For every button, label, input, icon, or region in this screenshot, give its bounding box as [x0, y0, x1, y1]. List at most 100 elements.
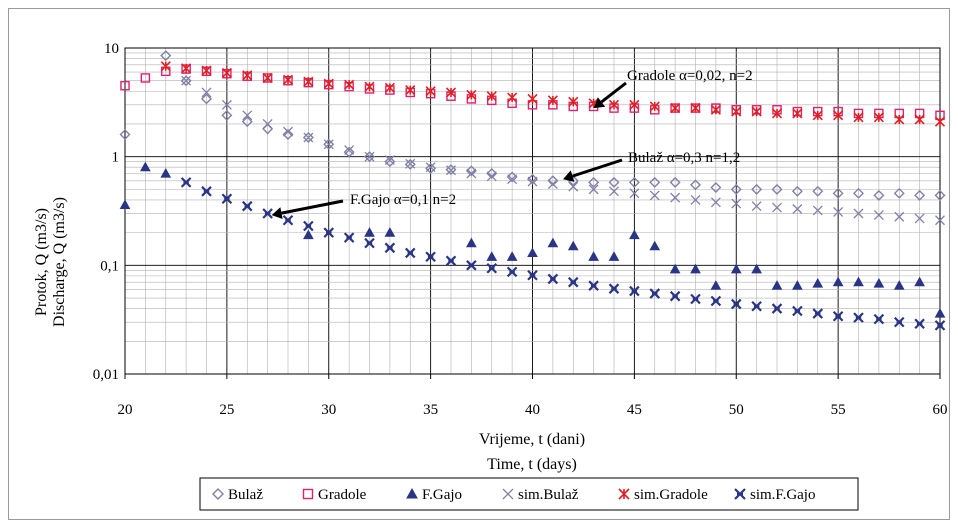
data-point	[486, 171, 497, 182]
data-point	[710, 280, 722, 290]
data-point	[832, 310, 844, 322]
series-sim-bula-	[181, 75, 945, 226]
x-tick-label: 55	[831, 402, 846, 418]
series-sim-gradole	[160, 61, 946, 127]
data-point	[262, 118, 273, 129]
data-point	[404, 158, 416, 170]
legend-item-sim-bula-: sim.Bulaž	[502, 487, 579, 503]
x-tick-label: 30	[321, 402, 336, 418]
series-sim-f-gajo	[180, 177, 946, 331]
data-point	[181, 63, 192, 74]
legend-marker	[212, 488, 224, 500]
data-point	[853, 276, 864, 287]
data-point	[588, 280, 599, 291]
data-point	[690, 179, 701, 191]
data-point	[425, 162, 437, 174]
data-point	[486, 251, 498, 261]
data-point	[751, 201, 762, 212]
y-tick-label: 10	[104, 41, 119, 57]
data-point	[628, 176, 640, 188]
data-point	[873, 189, 885, 201]
data-point	[446, 165, 456, 176]
data-point	[180, 177, 192, 188]
data-point	[731, 198, 742, 209]
data-point	[466, 168, 477, 179]
data-point	[893, 187, 905, 199]
data-point	[629, 188, 640, 199]
data-point	[527, 247, 538, 258]
data-point	[364, 151, 375, 163]
data-point	[934, 116, 946, 127]
data-point	[914, 189, 926, 201]
data-point	[609, 186, 619, 197]
legend-label: sim.F.Gajo	[750, 487, 815, 503]
data-point	[567, 240, 579, 251]
data-point	[690, 194, 701, 205]
legend-item-bula-: Bulaž	[212, 487, 263, 503]
data-point	[771, 108, 783, 119]
data-point	[751, 106, 762, 117]
data-point	[343, 232, 355, 243]
data-point	[690, 293, 701, 305]
data-point	[669, 176, 681, 188]
x-tick-label: 60	[933, 402, 948, 418]
data-point	[201, 186, 212, 197]
data-point	[221, 193, 233, 205]
data-point	[588, 184, 599, 195]
data-point	[934, 320, 946, 331]
data-point	[670, 192, 681, 203]
data-point	[608, 251, 620, 261]
data-point	[384, 156, 396, 168]
data-point	[221, 99, 232, 110]
data-point	[344, 145, 355, 156]
data-point	[384, 155, 395, 166]
data-point	[466, 237, 477, 248]
data-point	[771, 303, 783, 314]
data-point	[731, 106, 742, 117]
annotations: Gradole α=0,02, n=2 Bulaž α=0,3 n=1,2 F.Ga…	[271, 68, 753, 220]
legend-label: Bulaž	[228, 487, 263, 503]
data-point	[751, 263, 762, 274]
legend-item-gradole: Gradole	[302, 487, 367, 503]
annotation-arrow-head	[563, 170, 575, 182]
data-point	[690, 263, 701, 274]
data-point	[465, 165, 477, 177]
data-point	[405, 85, 416, 96]
data-point	[914, 276, 925, 287]
data-point	[241, 116, 253, 128]
data-point	[812, 110, 823, 121]
data-point	[710, 295, 722, 307]
data-point	[873, 313, 885, 325]
data-point	[608, 99, 620, 110]
data-point	[262, 208, 273, 219]
data-point	[160, 50, 172, 62]
legend-marker	[734, 488, 746, 500]
data-point	[119, 199, 131, 209]
legend-marker	[406, 487, 418, 499]
data-point	[894, 211, 905, 222]
data-point	[364, 227, 375, 237]
data-point	[507, 174, 518, 185]
data-point	[283, 126, 293, 137]
data-point	[466, 89, 477, 100]
series-f-gajo	[119, 161, 946, 318]
data-point	[140, 73, 151, 83]
data-point	[730, 263, 742, 274]
data-point	[608, 283, 620, 294]
data-point	[344, 79, 355, 90]
data-point	[629, 229, 640, 240]
data-point	[832, 276, 844, 287]
data-marks	[119, 50, 946, 331]
data-point	[364, 151, 375, 162]
y-tick-label: 1	[112, 150, 120, 166]
data-point	[710, 182, 722, 194]
data-point	[303, 220, 314, 232]
x-tick-label: 20	[118, 402, 133, 418]
data-point	[201, 93, 212, 105]
data-point	[547, 175, 559, 187]
data-point	[649, 176, 661, 188]
x-tick-label: 50	[729, 402, 744, 418]
data-point	[608, 176, 620, 188]
data-point	[894, 114, 905, 125]
legend-marker	[618, 488, 630, 500]
